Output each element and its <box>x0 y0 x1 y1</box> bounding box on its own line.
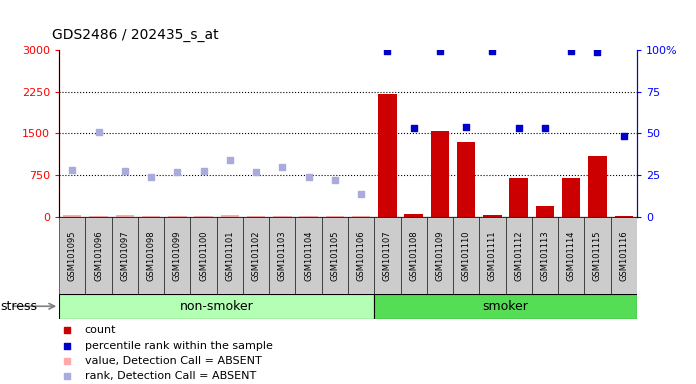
Bar <box>558 217 585 294</box>
Bar <box>86 217 111 294</box>
Point <box>566 48 577 55</box>
Text: GSM101099: GSM101099 <box>173 230 182 281</box>
Point <box>513 125 524 131</box>
Text: GSM101110: GSM101110 <box>461 230 470 281</box>
Bar <box>585 217 610 294</box>
Text: GSM101107: GSM101107 <box>383 230 392 281</box>
Point <box>172 169 183 175</box>
Bar <box>164 217 191 294</box>
Bar <box>296 217 322 294</box>
Text: GSM101111: GSM101111 <box>488 230 497 281</box>
Bar <box>374 217 400 294</box>
Point <box>224 157 235 163</box>
Bar <box>536 206 554 217</box>
Text: GSM101108: GSM101108 <box>409 230 418 281</box>
Bar <box>59 294 374 319</box>
Bar <box>191 217 216 294</box>
Bar <box>374 294 637 319</box>
Bar <box>221 215 239 217</box>
Bar <box>615 216 633 217</box>
Bar <box>610 217 637 294</box>
Point <box>356 190 367 197</box>
Bar <box>63 215 81 217</box>
Point <box>461 124 472 131</box>
Text: value, Detection Call = ABSENT: value, Detection Call = ABSENT <box>85 356 262 366</box>
Text: GSM101103: GSM101103 <box>278 230 287 281</box>
Bar <box>431 131 449 217</box>
Text: GSM101102: GSM101102 <box>251 230 260 281</box>
Bar <box>59 217 86 294</box>
Point <box>539 125 551 131</box>
Text: GSM101109: GSM101109 <box>436 230 445 281</box>
Bar <box>509 178 528 217</box>
Bar <box>216 217 243 294</box>
Text: GSM101113: GSM101113 <box>540 230 549 281</box>
Bar <box>480 217 505 294</box>
Point <box>477 1 488 7</box>
Text: GSM101096: GSM101096 <box>94 230 103 281</box>
Text: GDS2486 / 202435_s_at: GDS2486 / 202435_s_at <box>52 28 219 42</box>
Bar <box>111 217 138 294</box>
Text: GSM101105: GSM101105 <box>331 230 340 281</box>
Bar <box>505 217 532 294</box>
Bar <box>116 215 134 217</box>
Bar <box>348 217 374 294</box>
Text: non-smoker: non-smoker <box>180 300 253 313</box>
Text: percentile rank within the sample: percentile rank within the sample <box>85 341 273 351</box>
Point <box>592 49 603 55</box>
Bar <box>400 217 427 294</box>
Bar <box>404 214 423 217</box>
Text: GSM101101: GSM101101 <box>226 230 235 281</box>
Bar <box>483 215 502 217</box>
Text: count: count <box>85 325 116 335</box>
Bar <box>138 217 164 294</box>
Point <box>119 168 130 174</box>
Point <box>408 125 419 131</box>
Bar <box>194 216 213 217</box>
Text: GSM101112: GSM101112 <box>514 230 523 281</box>
Bar <box>562 178 580 217</box>
Point <box>198 168 209 174</box>
Bar <box>142 216 160 217</box>
Bar <box>322 217 348 294</box>
Text: smoker: smoker <box>482 300 528 313</box>
Point <box>303 174 314 180</box>
Bar <box>378 94 397 217</box>
Text: GSM101115: GSM101115 <box>593 230 602 281</box>
Text: GSM101095: GSM101095 <box>68 230 77 281</box>
Point <box>382 48 393 54</box>
Bar <box>532 217 558 294</box>
Text: GSM101098: GSM101098 <box>147 230 156 281</box>
Point <box>277 164 288 170</box>
Bar <box>243 217 269 294</box>
Point <box>93 129 104 135</box>
Text: GSM101100: GSM101100 <box>199 230 208 281</box>
Point <box>67 167 78 173</box>
Bar <box>453 217 480 294</box>
Point <box>434 48 445 54</box>
Text: GSM101106: GSM101106 <box>356 230 365 281</box>
Bar <box>588 156 607 217</box>
Point <box>329 177 340 183</box>
Text: GSM101114: GSM101114 <box>567 230 576 281</box>
Text: GSM101116: GSM101116 <box>619 230 628 281</box>
Bar <box>457 142 475 217</box>
Text: rank, Detection Call = ABSENT: rank, Detection Call = ABSENT <box>85 371 256 381</box>
Bar <box>427 217 453 294</box>
Point <box>251 169 262 175</box>
Point <box>145 174 157 180</box>
Point <box>487 48 498 55</box>
Bar <box>269 217 296 294</box>
Text: GSM101097: GSM101097 <box>120 230 129 281</box>
Point <box>477 141 488 147</box>
Text: GSM101104: GSM101104 <box>304 230 313 281</box>
Text: stress: stress <box>0 300 37 313</box>
Point <box>477 280 488 286</box>
Point <box>618 132 629 139</box>
